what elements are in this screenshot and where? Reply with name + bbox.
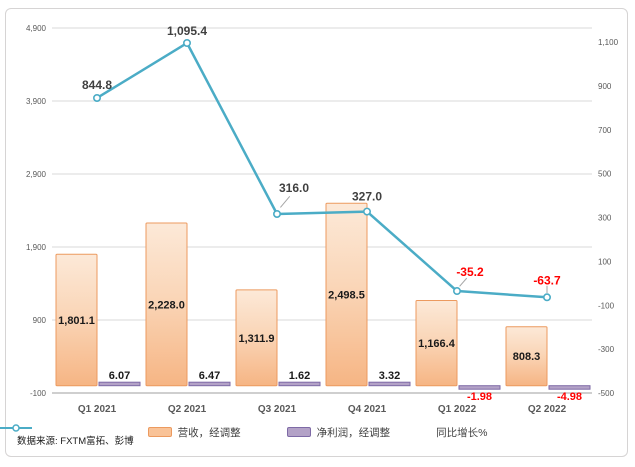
bar-revenue-label: 1,801.1 [58, 315, 95, 327]
label-leader-line [280, 195, 291, 208]
point-yoy-q3-2021[interactable] [272, 209, 281, 218]
bar-revenue-label: 808.3 [513, 351, 541, 363]
netprofit-label: 6.07 [109, 370, 130, 382]
y-axis-tick-left: 900 [33, 316, 47, 325]
netprofit-label: 1.62 [289, 370, 310, 382]
bar-revenue-label: 2,228.0 [148, 299, 185, 311]
point-yoy-q2-2022[interactable] [542, 293, 551, 302]
bar-revenue-label: 1,311.9 [238, 333, 274, 345]
y-axis-tick-right: -300 [598, 345, 615, 354]
y-axis-tick-left: 3,900 [26, 97, 47, 106]
point-yoy-q1-2022[interactable] [452, 287, 461, 296]
bar-revenue-q2-2022[interactable] [505, 326, 548, 387]
netprofit-label: -1.98 [467, 391, 492, 403]
x-axis-label: Q2 2021 [168, 404, 207, 415]
yoy-label: 316.0 [279, 181, 309, 195]
y-axis-tick-left: 1,900 [26, 243, 47, 252]
legend-item-2[interactable]: 同比增长% [0, 424, 488, 440]
bar-revenue-label: 1,166.4 [418, 338, 456, 350]
netprofit-label: 3.32 [379, 370, 400, 382]
y-axis-tick-right: 100 [598, 257, 612, 266]
yoy-label: 1,095.4 [167, 24, 207, 38]
yoy-label: -63.7 [533, 273, 561, 287]
x-axis-label: Q3 2021 [258, 404, 297, 415]
point-yoy-q4-2021[interactable] [362, 207, 371, 216]
y-axis-tick-left: 4,900 [26, 24, 47, 33]
legend-item-1[interactable]: 净利润，经调整 [286, 425, 391, 440]
bar-revenue-q1-2021[interactable] [55, 253, 98, 387]
point-yoy-q2-2021[interactable] [183, 39, 192, 48]
legend-label: 营收，经调整 [177, 426, 241, 439]
bar-revenue-q1-2022[interactable] [415, 300, 458, 387]
bar-revenue-q2-2021[interactable] [145, 222, 188, 387]
yoy-label: -35.2 [456, 265, 484, 279]
bar-revenue-q4-2021[interactable] [325, 202, 368, 387]
bar-netprofit-q1-2022[interactable] [458, 385, 501, 390]
bar-revenue-label: 2,498.5 [328, 290, 365, 302]
point-yoy-q1-2021[interactable] [93, 93, 102, 102]
x-axis-label: Q2 2022 [528, 404, 567, 415]
bar-netprofit-q1-2021[interactable] [98, 381, 141, 387]
y-axis-tick-right: 300 [598, 214, 612, 223]
chart-legend: 营收，经调整 净利润，经调整 同比增长% [0, 423, 635, 441]
bar-netprofit-q2-2021[interactable] [188, 381, 231, 387]
y-axis-tick-right: -500 [598, 389, 615, 398]
x-axis-label: Q1 2022 [438, 404, 477, 415]
x-axis-label: Q4 2021 [348, 404, 387, 415]
legend-label: 净利润，经调整 [316, 426, 391, 439]
label-leader-line [459, 277, 468, 287]
y-axis-tick-right: 700 [598, 126, 612, 135]
y-axis-tick-left: 2,900 [26, 170, 47, 179]
bar-netprofit-q3-2021[interactable] [278, 381, 321, 387]
legend-swatch-icon [147, 427, 172, 437]
yoy-label: 327.0 [352, 190, 382, 204]
legend-item-0[interactable]: 营收，经调整 [147, 425, 241, 440]
netprofit-label: -4.98 [557, 391, 582, 403]
bar-netprofit-q2-2022[interactable] [548, 385, 591, 390]
legend-swatch-icon [286, 427, 311, 437]
x-axis-label: Q1 2021 [78, 404, 117, 415]
yoy-label: 844.8 [82, 78, 112, 92]
y-axis-tick-left: -100 [30, 389, 47, 398]
legend-line-marker-icon [0, 424, 32, 432]
y-axis-tick-right: 900 [598, 82, 612, 91]
y-axis-tick-right: 1,100 [598, 38, 619, 47]
bar-revenue-q3-2021[interactable] [235, 289, 278, 387]
y-axis-tick-right: -100 [598, 301, 615, 310]
bar-netprofit-q4-2021[interactable] [368, 381, 411, 387]
netprofit-label: 6.47 [199, 370, 220, 382]
legend-label: 同比增长% [436, 426, 488, 439]
yoy-line [96, 41, 548, 299]
source-note: 数据来源: FXTM富拓、彭博 [17, 436, 134, 447]
y-axis-tick-right: 500 [598, 170, 612, 179]
